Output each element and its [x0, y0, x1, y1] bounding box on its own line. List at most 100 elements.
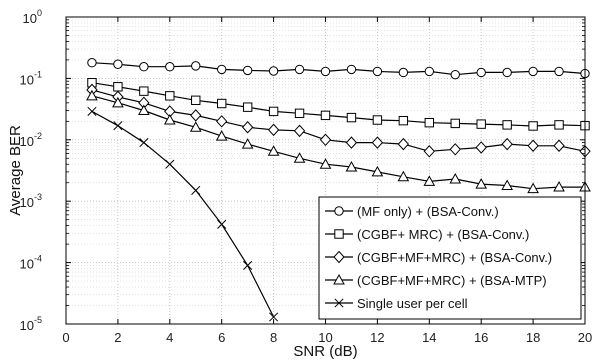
data-point: [397, 170, 410, 182]
data-point: [397, 137, 410, 151]
data-point: [398, 115, 409, 126]
y-tick-label: 10-3: [20, 192, 42, 210]
data-point: [345, 161, 358, 172]
data-point: [449, 143, 461, 156]
legend-entry: Single user per cell: [325, 296, 468, 311]
data-point: [320, 66, 331, 77]
data-point: [294, 108, 305, 119]
y-axis-label: Average BER: [7, 125, 24, 216]
data-point: [423, 175, 436, 186]
legend-label: (CGBF+MF+MRC) + (BSA-Conv.): [357, 250, 552, 265]
data-point: [191, 185, 201, 195]
data-point: [424, 66, 434, 77]
data-point: [215, 130, 228, 141]
y-tick-label: 10-4: [20, 254, 42, 272]
data-point: [86, 89, 98, 101]
data-point: [165, 159, 175, 169]
legend: (MF only) + (BSA-Conv.) (CGBF+ MRC) + (BS…: [318, 196, 582, 320]
data-point: [527, 182, 539, 194]
data-point: [87, 106, 97, 116]
data-point: [113, 121, 123, 131]
data-point: [243, 260, 253, 270]
x-axis-label: SNR (dB): [293, 343, 357, 360]
data-point: [501, 179, 513, 191]
data-point: [502, 120, 512, 130]
legend-marker: [334, 206, 344, 216]
data-point: [319, 158, 332, 169]
series-x: [87, 106, 279, 322]
data-point: [217, 219, 227, 229]
data-point: [294, 64, 305, 75]
data-point: [267, 145, 280, 156]
data-point: [553, 181, 565, 192]
data-point: [139, 138, 149, 148]
data-point: [139, 86, 149, 96]
x-tick-label: 8: [270, 330, 277, 345]
data-point: [502, 67, 512, 78]
data-point: [345, 136, 358, 149]
x-tick-label: 16: [474, 330, 488, 345]
data-point: [267, 123, 280, 137]
data-point: [346, 64, 357, 75]
data-point: [424, 117, 435, 128]
data-point: [189, 121, 202, 132]
data-point: [475, 141, 487, 154]
data-point: [319, 133, 332, 147]
data-point: [372, 115, 383, 125]
series-line: [91, 95, 585, 190]
data-point: [449, 172, 462, 184]
y-tick-label: 10-2: [20, 131, 42, 149]
data-point: [423, 145, 435, 158]
data-point: [217, 64, 227, 75]
series-layer: [86, 58, 591, 322]
data-point: [191, 61, 201, 71]
y-tick-label: 10-1: [20, 69, 42, 87]
x-tick-label: 20: [578, 330, 592, 345]
x-tick-label: 4: [166, 330, 173, 345]
data-point: [528, 66, 538, 77]
data-point: [242, 65, 253, 76]
data-point: [372, 66, 383, 77]
x-tick-label: 0: [62, 330, 69, 345]
data-point: [241, 138, 254, 149]
legend-label: (CGBF+MF+MRC) + (BSA-MTP): [357, 273, 547, 288]
series-line: [91, 110, 275, 318]
data-point: [554, 66, 564, 77]
data-point: [371, 165, 384, 177]
legend-box: [318, 196, 582, 320]
data-point: [501, 137, 513, 151]
x-tick-label: 6: [218, 330, 225, 345]
data-point: [346, 112, 357, 123]
y-tick-label: 10-5: [20, 315, 42, 333]
y-tick-label: 100: [23, 8, 42, 26]
data-point: [163, 113, 176, 125]
data-point: [269, 312, 279, 322]
x-tick-label: 14: [422, 330, 436, 345]
data-point: [139, 62, 149, 72]
data-point: [241, 121, 254, 134]
legend-entry: (CGBF+MF+MRC) + (BSA-MTP): [325, 273, 547, 288]
legend-marker: [333, 273, 345, 285]
legend-entry: (MF only) + (BSA-Conv.): [325, 204, 499, 219]
data-point: [476, 119, 486, 129]
legend-marker: [334, 298, 344, 308]
data-point: [268, 66, 279, 76]
legend-marker: [334, 229, 344, 239]
data-point: [527, 139, 539, 152]
legend-label: (MF only) + (BSA-Conv.): [357, 204, 499, 219]
data-point: [190, 109, 202, 122]
data-point: [293, 152, 306, 163]
data-point: [113, 59, 123, 69]
legend-entry: (CGBF+ MRC) + (BSA-Conv.): [325, 227, 529, 242]
data-point: [293, 124, 306, 138]
data-point: [450, 118, 460, 129]
data-point: [165, 62, 175, 72]
data-point: [191, 95, 201, 105]
legend-label: (CGBF+ MRC) + (BSA-Conv.): [357, 227, 529, 242]
data-point: [268, 106, 279, 117]
legend-entry: (CGBF+MF+MRC) + (BSA-Conv.): [325, 250, 552, 265]
legend-marker: [333, 250, 345, 264]
legend-label: Single user per cell: [357, 296, 468, 311]
series-square: [87, 78, 590, 131]
data-point: [553, 139, 565, 152]
